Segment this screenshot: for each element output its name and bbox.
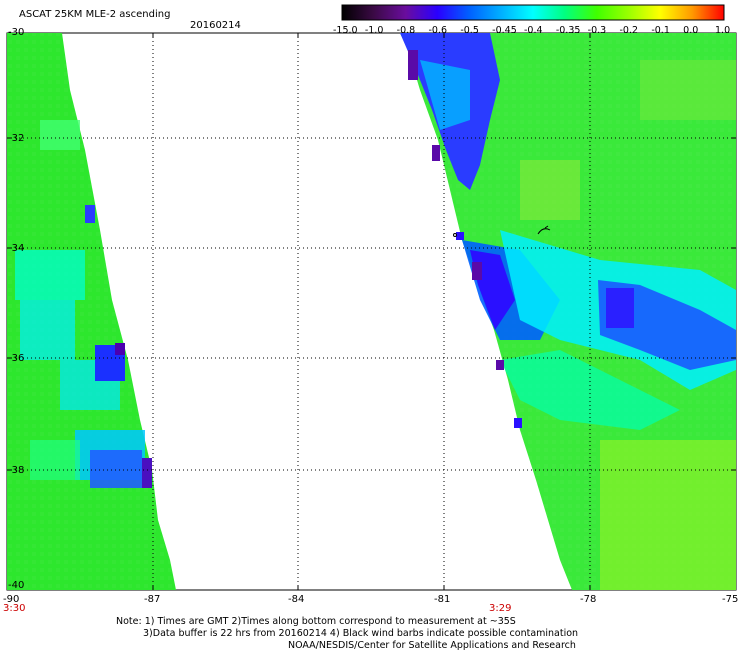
colorbar-label: 0.0	[683, 25, 699, 36]
right-swath	[400, 33, 736, 590]
colorbar-label: -0.8	[396, 25, 416, 36]
note-line-2: 3)Data buffer is 22 hrs from 20160214 4)…	[143, 628, 579, 639]
note-line-1: Note: 1) Times are GMT 2)Times along bot…	[116, 616, 516, 627]
colorbar-label: -0.45	[492, 25, 517, 36]
left-swath	[7, 33, 176, 590]
axis-ticks	[7, 33, 736, 590]
colorbar	[341, 4, 725, 21]
colorbar-label: 1.0	[715, 25, 731, 36]
note-line-3: NOAA/NESDIS/Center for Satellite Applica…	[288, 640, 576, 651]
lon-label: -81	[434, 594, 451, 605]
lat-label: -40	[8, 580, 25, 591]
lon-label: -87	[144, 594, 161, 605]
lat-label: -30	[8, 27, 25, 38]
colorbar-gradient	[341, 4, 725, 21]
lon-label: -78	[580, 594, 597, 605]
map-title: ASCAT 25KM MLE-2 ascending	[19, 9, 171, 20]
swath-time-right: 3:29	[489, 603, 512, 614]
lat-label: -32	[8, 133, 25, 144]
lon-label: -84	[288, 594, 305, 605]
colorbar-label: -0.3	[587, 25, 607, 36]
lon-label: -90	[3, 594, 20, 605]
lat-label: -36	[8, 353, 25, 364]
colorbar-label: -15.0	[333, 25, 358, 36]
colorbar-label: -1.0	[364, 25, 384, 36]
colorbar-label: -0.6	[428, 25, 448, 36]
colorbar-label: -0.5	[460, 25, 479, 36]
lat-label: -38	[8, 465, 25, 476]
colorbar-label: -0.2	[619, 25, 639, 36]
colorbar-label: -0.4	[524, 25, 543, 36]
lat-label: -34	[8, 243, 25, 254]
map-date: 20160214	[190, 20, 241, 31]
colorbar-label: -0.35	[555, 25, 581, 36]
lon-label: -75	[722, 594, 739, 605]
swath-time-left: 3:30	[3, 603, 26, 614]
graticule	[7, 33, 736, 590]
wind-barb-marks	[453, 225, 551, 237]
colorbar-label: -0.1	[651, 25, 670, 36]
